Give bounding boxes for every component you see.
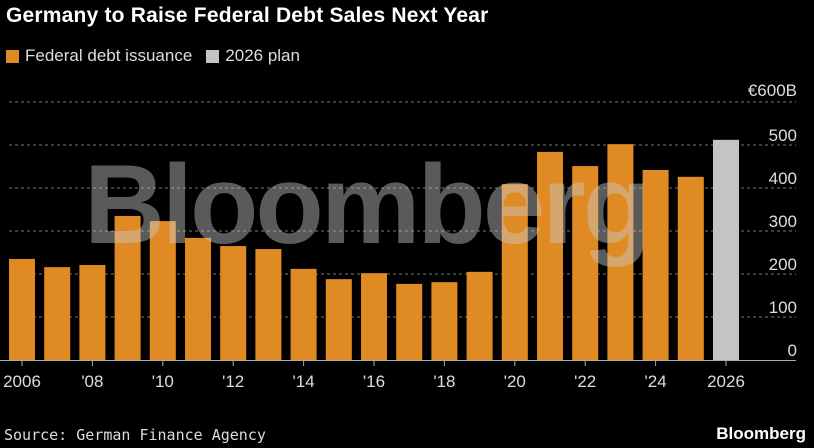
legend-swatch-plan bbox=[206, 49, 220, 63]
bar-2008 bbox=[79, 264, 106, 360]
bar-2016 bbox=[361, 273, 387, 360]
legend-label-plan: 2026 plan bbox=[225, 46, 300, 65]
x-tick-label: '20 bbox=[504, 372, 526, 391]
x-tick-label: 2026 bbox=[707, 372, 745, 391]
bar-2013 bbox=[255, 249, 282, 360]
bar-2023 bbox=[607, 144, 634, 360]
x-tick-label: '14 bbox=[293, 372, 315, 391]
bar-2012 bbox=[220, 246, 247, 360]
bar-2014 bbox=[290, 268, 317, 360]
bar-2009 bbox=[114, 215, 141, 360]
bar-2026 bbox=[713, 139, 739, 360]
bar-2022 bbox=[572, 166, 599, 360]
legend-swatch-issuance bbox=[6, 49, 19, 63]
y-tick-label: 200 bbox=[769, 255, 797, 274]
bar-2020 bbox=[501, 184, 528, 360]
x-tick-label: 2006 bbox=[3, 372, 41, 391]
bar-2018 bbox=[431, 282, 458, 360]
legend: Federal debt issuance 2026 plan bbox=[6, 46, 300, 66]
bar-2021 bbox=[537, 151, 563, 360]
y-tick-label: 100 bbox=[769, 298, 797, 317]
legend-label-issuance: Federal debt issuance bbox=[25, 46, 193, 65]
bar-2024 bbox=[642, 169, 669, 360]
x-tick-label: '10 bbox=[152, 372, 174, 391]
bar-2017 bbox=[396, 283, 423, 360]
y-tick-label: 300 bbox=[769, 212, 797, 231]
x-tick-label: '08 bbox=[81, 372, 103, 391]
bloomberg-logo: Bloomberg bbox=[716, 424, 806, 443]
x-tick-label: '22 bbox=[574, 372, 596, 391]
bar-2025 bbox=[677, 176, 704, 360]
y-tick-label: 0 bbox=[788, 341, 797, 360]
x-tick-label: '12 bbox=[222, 372, 244, 391]
y-tick-label: €600B bbox=[748, 81, 797, 100]
bar-2015 bbox=[325, 279, 352, 360]
source-note: Source: German Finance Agency bbox=[4, 426, 266, 444]
x-tick-label: '16 bbox=[363, 372, 385, 391]
bar-2007 bbox=[44, 267, 71, 360]
y-tick-label: 400 bbox=[769, 169, 797, 188]
x-tick-label: '18 bbox=[433, 372, 455, 391]
bar-2010 bbox=[149, 221, 176, 360]
bar-2011 bbox=[185, 237, 211, 360]
legend-item-plan: 2026 plan bbox=[206, 46, 300, 66]
bar-2019 bbox=[466, 271, 493, 360]
chart-title: Germany to Raise Federal Debt Sales Next… bbox=[6, 4, 489, 27]
bar-2006 bbox=[9, 258, 35, 360]
x-tick-label: '24 bbox=[645, 372, 667, 391]
y-tick-label: 500 bbox=[769, 126, 797, 145]
legend-item-issuance: Federal debt issuance bbox=[6, 46, 192, 66]
